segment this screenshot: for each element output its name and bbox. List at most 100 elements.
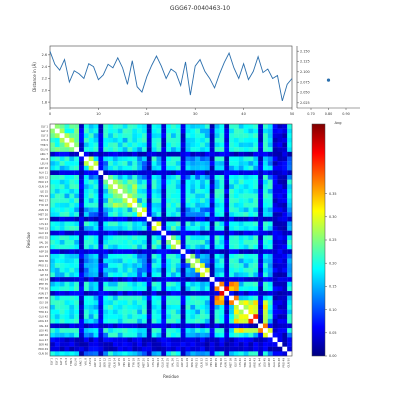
heatmap-x-tick-label: LEU 9 — [88, 358, 92, 366]
heatmap-cell — [117, 258, 123, 264]
heatmap-cell — [108, 212, 114, 217]
heatmap-cell — [204, 277, 210, 282]
heatmap-cell — [253, 179, 259, 185]
heatmap-cell — [238, 151, 244, 157]
heatmap-cell — [190, 314, 196, 320]
heatmap-cell — [108, 207, 114, 213]
heatmap-cell — [219, 314, 225, 320]
heatmap-cell — [272, 128, 278, 134]
heatmap-cell — [127, 263, 133, 268]
heatmap-cell — [93, 346, 99, 352]
heatmap-cell — [59, 337, 65, 343]
heatmap-cell — [122, 304, 128, 310]
heatmap-cell — [141, 346, 147, 352]
heatmap-cell — [238, 161, 244, 166]
heatmap-cell — [209, 165, 215, 171]
heatmap-y-tick-label: TYR 36 — [39, 287, 48, 291]
heatmap-cell — [132, 156, 138, 162]
heatmap-cell — [272, 161, 278, 166]
heatmap-cell — [224, 124, 230, 129]
heatmap-cell — [146, 137, 152, 143]
heatmap-cell — [209, 328, 215, 333]
heatmap-cell — [79, 351, 85, 357]
heatmap-cell — [204, 161, 210, 166]
heatmap-cell — [156, 207, 162, 213]
heatmap-cell — [243, 124, 249, 129]
heatmap-cell — [209, 133, 215, 139]
heatmap-cell — [156, 193, 162, 199]
heatmap-cell — [166, 212, 172, 217]
heatmap-cell — [185, 337, 191, 343]
heatmap-cell — [54, 156, 60, 162]
heatmap-cell — [272, 267, 278, 273]
heatmap-cell — [180, 216, 186, 222]
heatmap-cell — [214, 202, 220, 208]
heatmap-cell — [209, 179, 215, 185]
heatmap-cell — [209, 198, 215, 204]
heatmap-cell — [83, 128, 89, 134]
heatmap-cell — [112, 207, 118, 213]
heatmap-cell — [204, 328, 210, 333]
heatmap-cell — [74, 337, 80, 343]
heatmap-cell — [253, 170, 259, 176]
heatmap-cell — [79, 286, 85, 292]
heatmap-cell — [180, 332, 186, 338]
scatter-y-tick-label: 2.075 — [300, 80, 310, 84]
heatmap-cell — [103, 207, 109, 213]
heatmap-cell — [238, 244, 244, 250]
heatmap-cell — [74, 184, 80, 190]
heatmap-cell — [166, 147, 172, 152]
heatmap-cell — [74, 286, 80, 292]
heatmap-cell — [98, 230, 104, 236]
heatmap-cell — [272, 151, 278, 157]
heatmap-cell — [272, 309, 278, 315]
heatmap-y-tick-label: GLN 32 — [38, 268, 48, 272]
heatmap-cell — [219, 263, 225, 268]
heatmap-cell — [127, 281, 133, 287]
heatmap-cell — [200, 295, 206, 301]
heatmap-cell — [248, 179, 254, 185]
heatmap-y-tick-label: PRO 49 — [38, 347, 48, 351]
heatmap-cell — [195, 332, 201, 338]
heatmap-cell — [117, 198, 123, 204]
heatmap-cell — [243, 179, 249, 185]
heatmap-cell — [171, 133, 176, 139]
heatmap-cell — [69, 184, 75, 190]
heatmap-cell — [146, 300, 152, 306]
heatmap-cell — [277, 142, 283, 148]
scatter-y-tick-label: 2.025 — [300, 101, 310, 105]
heatmap-cell — [277, 240, 283, 245]
heatmap-cell — [74, 244, 80, 250]
heatmap-cell — [141, 281, 147, 287]
heatmap-cell — [54, 323, 60, 329]
heatmap-cell — [229, 291, 235, 296]
heatmap-cell — [156, 240, 162, 245]
heatmap-cell — [166, 328, 172, 333]
heatmap-cell — [180, 277, 186, 282]
heatmap-cell — [141, 351, 147, 357]
heatmap-cell — [233, 221, 239, 227]
heatmap-cell — [156, 309, 162, 315]
heatmap-cell — [74, 267, 80, 273]
heatmap-cell — [146, 328, 152, 333]
heatmap-cell — [93, 193, 99, 199]
heatmap-cell — [209, 342, 215, 347]
heatmap-cell — [224, 226, 230, 231]
heatmap-cell — [59, 295, 65, 301]
heatmap-cell — [93, 147, 99, 152]
heatmap-cell — [229, 230, 235, 236]
heatmap-cell — [233, 198, 239, 204]
heatmap-cell — [137, 128, 143, 134]
heatmap-cell — [282, 272, 288, 278]
heatmap-cell — [190, 175, 196, 180]
heatmap-cell — [243, 240, 249, 245]
heatmap-cell — [74, 161, 80, 166]
heatmap-cell — [200, 184, 206, 190]
heatmap-cell — [83, 175, 89, 180]
heatmap-cell — [88, 207, 94, 213]
heatmap-cell — [272, 337, 278, 343]
heatmap-cell — [282, 179, 288, 185]
heatmap-cell — [54, 263, 60, 268]
heatmap-cell — [88, 170, 94, 176]
heatmap-x-tick-label: LEU 27 — [175, 358, 179, 367]
